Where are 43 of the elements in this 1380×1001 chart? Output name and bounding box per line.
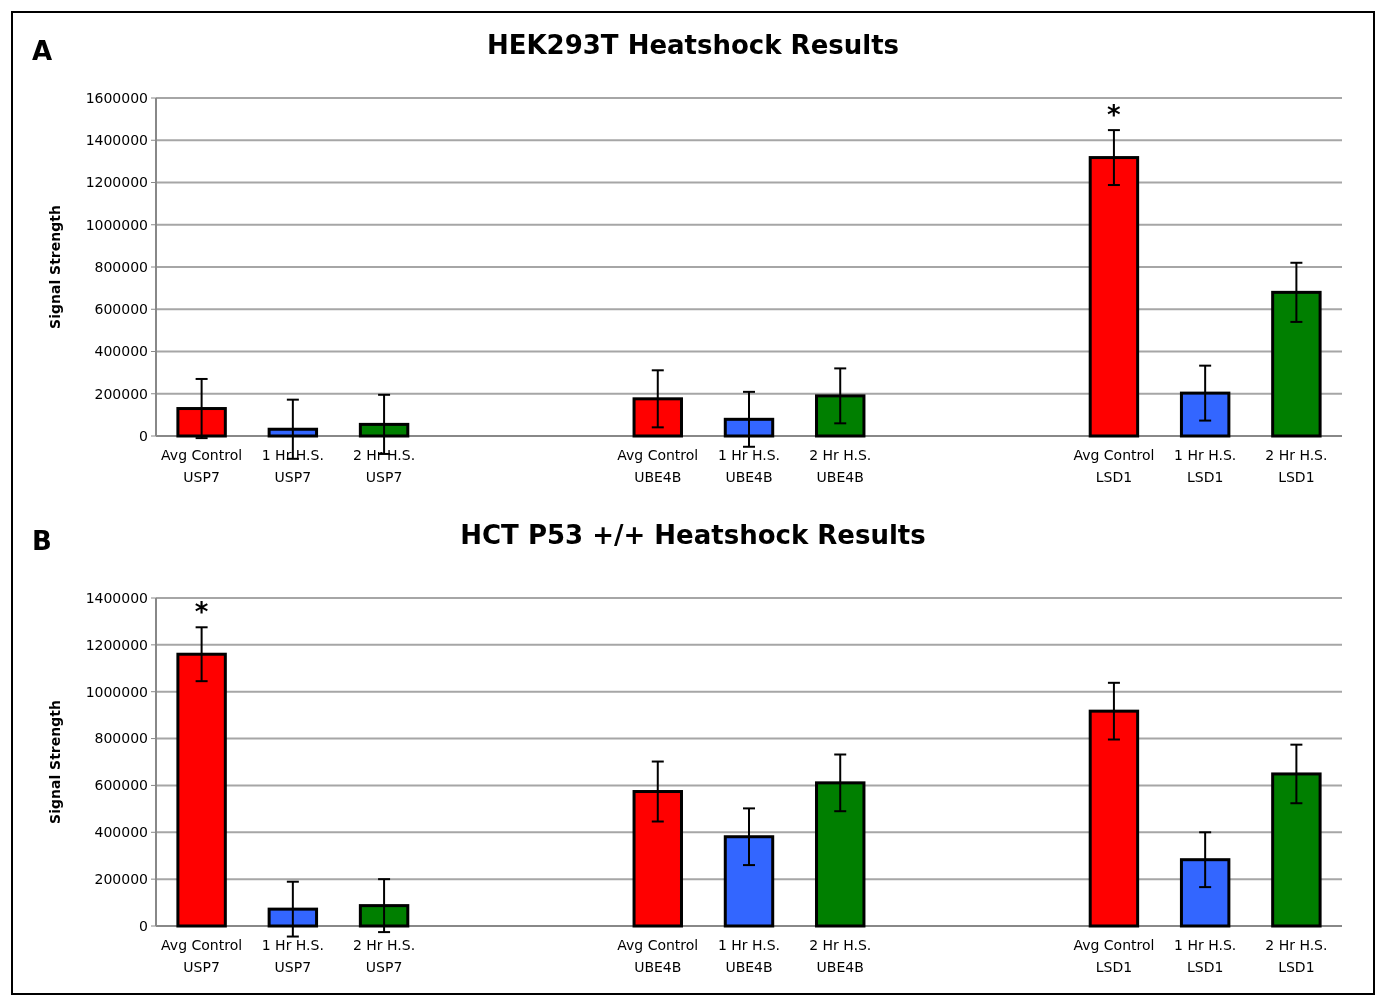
y-tick-label: 600000 [94,301,148,318]
y-tick-label: 400000 [94,343,148,360]
y-tick-label: 1600000 [85,89,148,106]
y-tick-label: 800000 [94,730,148,747]
y-tick-label: 200000 [94,385,148,402]
x-tick-label: Avg Control USP7 [161,447,243,485]
x-tick-label: 1 Hr H.S. LSD1 [1174,447,1237,485]
y-tick-label: 0 [139,917,148,934]
y-tick-label: 600000 [94,777,148,794]
y-tick-label: 400000 [94,824,148,841]
y-tick-label: 0 [139,427,148,444]
text: A [32,36,53,66]
x-tick-label: 1 Hr H.S. LSD1 [1174,937,1237,975]
x-tick-label: Avg Control UBE4B [617,447,699,485]
chart-title: HCT P53 +/+ Heatshock Results [460,520,926,550]
x-tick-label: 2 Hr H.S. LSD1 [1265,447,1328,485]
y-tick-label: 1200000 [85,174,148,191]
y-tick-label: 1400000 [85,132,148,149]
annotation: * [194,597,209,628]
y-tick-label: 1400000 [85,589,148,606]
x-tick-label: 2 Hr H.S. UBE4B [809,447,872,485]
x-tick-label: Avg Control LSD1 [1073,447,1155,485]
y-tick-label: 1200000 [85,636,148,653]
x-tick-label: Avg Control LSD1 [1073,937,1155,975]
y-tick-label: 800000 [94,258,148,275]
x-tick-label: 1 Hr H.S. UBE4B [717,937,781,975]
x-tick-label: 2 Hr H.S. USP7 [352,447,416,485]
y-tick-label: 1000000 [85,216,148,233]
chart-title: HEK293T Heatshock Results [486,30,900,60]
x-tick-label: 1 Hr H.S. USP7 [261,937,324,975]
x-tick-label: Avg Control UBE4B [617,937,699,975]
y-tick-label: 1000000 [85,683,148,700]
y-axis-title: Signal Strength [47,700,63,824]
x-tick-label: Avg Control USP7 [161,937,243,975]
text: B [32,526,52,556]
x-tick-label: 1 Hr H.S. USP7 [261,447,324,485]
x-tick-label: 1 Hr H.S. UBE4B [717,447,781,485]
x-tick-label: 2 Hr H.S. LSD1 [1265,937,1328,975]
x-tick-label: 2 Hr H.S. UBE4B [809,937,872,975]
y-axis-title: Signal Strength [47,205,63,329]
x-tick-label: 2 Hr H.S. USP7 [352,937,416,975]
annotation: * [1107,99,1122,130]
y-tick-label: 200000 [94,871,148,888]
